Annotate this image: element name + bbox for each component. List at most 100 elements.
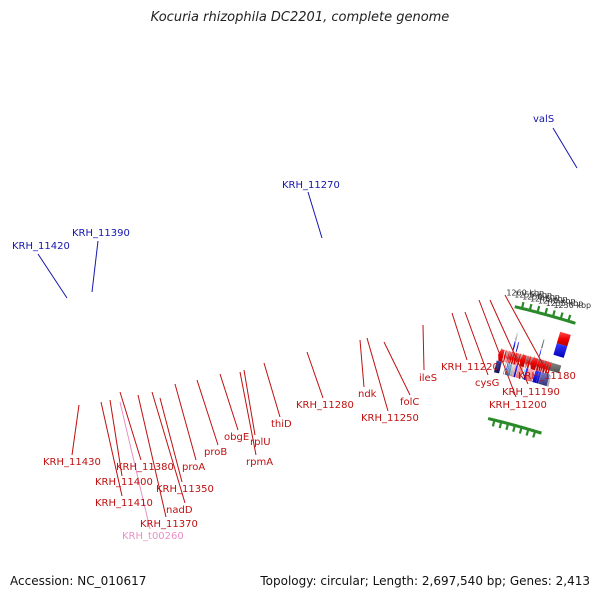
scale-label: 1255 kbp xyxy=(514,290,552,299)
scale-tick xyxy=(568,319,572,324)
leader-line xyxy=(366,337,389,412)
scale-tick xyxy=(565,318,569,323)
gene-label-krh_11200: KRH_11200 xyxy=(489,400,547,411)
gene-label-prob: proB xyxy=(204,447,227,458)
scale-label: 1260 kbp xyxy=(506,288,544,297)
gene-krh11430 xyxy=(502,348,507,365)
leader-line xyxy=(489,299,529,385)
scale-tick xyxy=(520,301,525,311)
gene-label-iles: ileS xyxy=(419,373,437,384)
gene-krh11190 xyxy=(544,359,550,376)
gene-label-krh_t00260: KRH_t00260 xyxy=(122,531,184,542)
leader-line xyxy=(359,339,365,388)
scale-tick xyxy=(556,316,559,320)
inner-scale-tick xyxy=(529,428,533,432)
inner-scale-tick xyxy=(497,419,500,423)
gene-proa xyxy=(508,349,513,366)
scale-tick xyxy=(534,310,538,314)
inner-scale-tick xyxy=(494,418,498,423)
scale-tick xyxy=(514,305,518,309)
scale-tick xyxy=(560,317,564,321)
gene-label-krh_11220: KRH_11220 xyxy=(441,362,499,373)
scale-tick xyxy=(546,313,550,318)
gene-krh11180 xyxy=(547,360,552,376)
gene-krh11270-dark xyxy=(541,339,545,349)
inner-scale-tick xyxy=(532,429,537,438)
leader-line xyxy=(174,383,197,461)
scale-tick xyxy=(543,307,549,317)
inner-scale-tick xyxy=(532,429,536,433)
gene-slate-block xyxy=(538,372,550,387)
leader-line xyxy=(137,394,167,518)
gene-folc-pink xyxy=(525,368,535,382)
gene-prob-steel xyxy=(507,363,513,376)
gene-cysg xyxy=(539,358,545,374)
gene-label-krh_11370: KRH_11370 xyxy=(140,519,198,530)
inner-scale-tick xyxy=(518,425,524,434)
leader-line xyxy=(307,191,323,239)
inner-scale-tick xyxy=(539,431,542,435)
gene-label-cysg: cysG xyxy=(475,378,499,389)
inner-scale-tick xyxy=(517,424,521,429)
scale-tick xyxy=(553,315,556,319)
gene-label-rpma: rpmA xyxy=(246,457,273,468)
gene-krh11270 xyxy=(538,347,542,360)
gene-label-krh_11270: KRH_11270 xyxy=(282,180,340,191)
gene-trna xyxy=(505,348,509,365)
leader-line xyxy=(119,401,151,530)
inner-scale-tick xyxy=(522,426,526,430)
leader-line xyxy=(239,371,257,456)
scale-tick xyxy=(563,318,567,322)
gene-label-krh_11420: KRH_11420 xyxy=(12,241,70,252)
inner-scale-tick xyxy=(510,422,514,427)
gene-left-navy xyxy=(494,360,502,374)
leader-line xyxy=(71,404,80,456)
gene-krh11370 xyxy=(505,349,510,365)
inner-scale-tick xyxy=(491,418,495,422)
scale-ticks xyxy=(487,301,576,438)
gene-features xyxy=(494,331,571,387)
leader-line xyxy=(422,324,425,371)
leader-line xyxy=(464,311,489,376)
inner-scale-tick xyxy=(525,427,530,436)
leader-line xyxy=(159,397,183,483)
scale-tick xyxy=(537,311,541,315)
inner-scale-tick xyxy=(491,418,496,427)
gene-vals xyxy=(553,343,568,358)
gene-krh11180-grey xyxy=(546,374,552,387)
scale-tick xyxy=(548,314,552,318)
scale-tick xyxy=(536,305,541,315)
inner-scale-tick xyxy=(521,425,525,430)
inner-scale-tick xyxy=(535,429,538,434)
gene-nadd xyxy=(506,349,511,365)
gene-folc xyxy=(530,355,539,372)
gene-label-krh_11190: KRH_11190 xyxy=(502,387,560,398)
inner-scale-tick xyxy=(498,420,503,429)
gene-cysg-blue xyxy=(536,371,542,384)
scale-tick xyxy=(545,313,549,317)
gene-label-krh_11430: KRH_11430 xyxy=(43,457,101,468)
leader-line xyxy=(451,312,468,361)
scale-tick xyxy=(522,307,525,311)
gene-label-krh_11410: KRH_11410 xyxy=(95,498,153,509)
leader-line xyxy=(306,351,324,399)
gene-iles xyxy=(535,357,541,373)
inner-scale-tick xyxy=(495,419,499,423)
inner-scale-tick xyxy=(490,417,494,422)
gene-krh11280 xyxy=(519,352,527,369)
leader-line xyxy=(219,373,239,431)
scale-label: 1250 kbp xyxy=(522,292,560,301)
scale-label: 1245 kbp xyxy=(530,295,568,304)
gene-label-krh_11250: KRH_11250 xyxy=(361,413,419,424)
inner-scale-tick xyxy=(505,421,510,431)
scale-tick xyxy=(529,309,533,313)
gene-label-krh_11390: KRH_11390 xyxy=(72,228,130,239)
gene-obge-grey xyxy=(509,364,515,377)
scale-tick xyxy=(539,311,542,315)
label-leader-lines xyxy=(37,127,578,530)
leader-line xyxy=(119,391,142,461)
scale-tick xyxy=(533,309,536,314)
inner-scale-tick xyxy=(504,421,507,425)
gene-krh11250 xyxy=(526,354,532,371)
